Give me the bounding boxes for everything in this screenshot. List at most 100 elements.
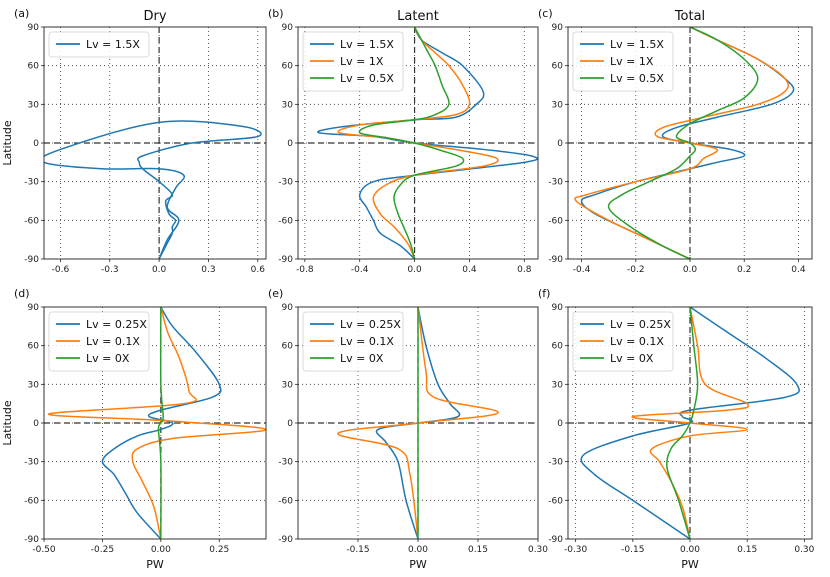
x-tick-label: 0.15 [468,545,488,555]
y-tick-label: 90 [552,303,564,313]
panel-2: -0.8 -0.4 0.0 0.4 0.8 -90 -60 -30 0 30 60 90 (b) Late… [268,7,539,275]
y-tick-label: 30 [28,380,40,390]
y-tick-label: -60 [24,216,39,226]
x-tick-label: 0.30 [794,545,814,555]
y-tick-label: -60 [278,216,293,226]
legend: Lv = 1.5X Lv = 1X Lv = 0.5X [302,31,404,92]
panel-4: -0.50 -0.25 0.00 0.25 -90 -60 -30 0 30 60 90 (d) PW L… [1,287,267,571]
panel-label: (e) [268,287,283,300]
legend-label: Lv = 0.25X [86,318,147,331]
y-tick-label: -30 [548,178,563,188]
x-tick-label: 0.0 [407,265,422,275]
x-axis-label: PW [681,558,699,571]
x-tick-label: 0.6 [251,265,266,275]
legend-label: Lv = 1X [340,55,384,68]
y-tick-label: -90 [24,535,39,545]
x-tick-label: -0.4 [351,265,369,275]
series-group [47,307,266,539]
x-tick-label: -0.50 [32,545,56,555]
series-line-3 [607,27,759,259]
series-line-3 [666,307,699,539]
series-line-3 [157,307,164,539]
panel-label: (b) [268,7,284,20]
y-tick-label: 60 [282,342,294,352]
x-tick-label: 0.0 [683,265,698,275]
legend-label: Lv = 1.5X [340,38,394,51]
series-group [574,27,795,259]
series-group [44,120,262,259]
legend-label: Lv = 0.1X [86,335,140,348]
panel-label: (a) [14,7,29,20]
y-tick-label: -60 [548,216,563,226]
y-tick-label: -60 [24,496,39,506]
x-tick-label: -0.30 [564,545,588,555]
panel-title: Total [674,9,705,24]
y-axis-label: Latitude [1,120,14,166]
y-tick-label: -90 [548,255,563,265]
y-tick-label: 60 [28,62,40,72]
x-tick-label: 0.00 [151,545,171,555]
y-tick-label: 0 [557,139,563,149]
x-tick-label: 0.3 [201,265,215,275]
panel-5: -0.15 0.00 0.15 0.30 -90 -60 -30 0 30 60 90 (e) PW Lv… [268,287,548,571]
x-axis-label: PW [409,558,427,571]
legend-label: Lv = 0X [340,352,384,365]
y-tick-label: -90 [548,535,563,545]
y-tick-label: 0 [33,139,39,149]
series-line-1 [101,307,222,539]
legend-label: Lv = 0.5X [610,72,664,85]
legend: Lv = 0.25X Lv = 0.1X Lv = 0X [48,311,150,372]
y-tick-label: 0 [33,419,39,429]
legend: Lv = 1.5X Lv = 1X Lv = 0.5X [572,31,674,92]
y-tick-label: 90 [282,303,294,313]
x-tick-label: 0.00 [408,545,428,555]
y-tick-label: 0 [287,139,293,149]
y-tick-label: -90 [24,255,39,265]
y-tick-label: -60 [278,496,293,506]
x-tick-label: -0.8 [296,265,314,275]
y-tick-label: 60 [28,342,40,352]
y-tick-label: 30 [28,100,40,110]
y-tick-label: 30 [552,380,564,390]
y-tick-label: 90 [282,23,294,33]
x-tick-label: 0.0 [152,265,167,275]
x-tick-label: -0.6 [52,265,70,275]
series-line-2 [574,27,790,259]
y-tick-label: 90 [28,303,40,313]
legend-box [302,31,404,92]
series-line-2 [47,307,266,539]
legend-label: Lv = 0.25X [340,318,401,331]
y-tick-label: 30 [282,380,294,390]
y-tick-label: 30 [282,100,294,110]
panel-label: (f) [538,287,550,300]
panel-6: -0.30 -0.15 0.00 0.15 0.30 -90 -60 -30 0 30 60 90(f… [538,287,815,571]
y-tick-label: 30 [552,100,564,110]
panel-title: Latent [397,9,439,24]
y-tick-label: -30 [278,178,293,188]
series-group [317,27,538,259]
x-tick-label: 0.4 [791,265,806,275]
series-line-1 [44,120,262,259]
x-tick-label: -0.3 [101,265,119,275]
panel-title: Dry [143,9,166,24]
y-tick-label: -30 [278,458,293,468]
y-tick-label: -90 [278,535,293,545]
y-tick-label: 60 [282,62,294,72]
y-tick-label: 90 [552,23,564,33]
legend-label: Lv = 1X [610,55,654,68]
y-tick-label: 60 [552,342,564,352]
panel-1: -0.6 -0.3 0.0 0.3 0.6 -90 -60 -30 0 30 60 90 (a) Dry L… [1,7,267,275]
x-tick-label: -0.4 [573,265,591,275]
y-tick-label: -90 [278,255,293,265]
legend-label: Lv = 0.1X [340,335,394,348]
legend-label: Lv = 0X [86,352,130,365]
x-tick-label: 0.25 [209,545,229,555]
y-tick-label: 60 [552,62,564,72]
legend-label: Lv = 0.1X [610,335,664,348]
x-tick-label: -0.25 [91,545,114,555]
y-axis-label: Latitude [1,400,14,446]
x-tick-label: 0.30 [528,545,548,555]
panel-3: -0.4 -0.2 0.0 0.2 0.4 -90 -60 -30 0 30 60 90 (c) Tota… [538,7,813,275]
legend-box [302,311,404,372]
x-axis-label: PW [146,558,164,571]
